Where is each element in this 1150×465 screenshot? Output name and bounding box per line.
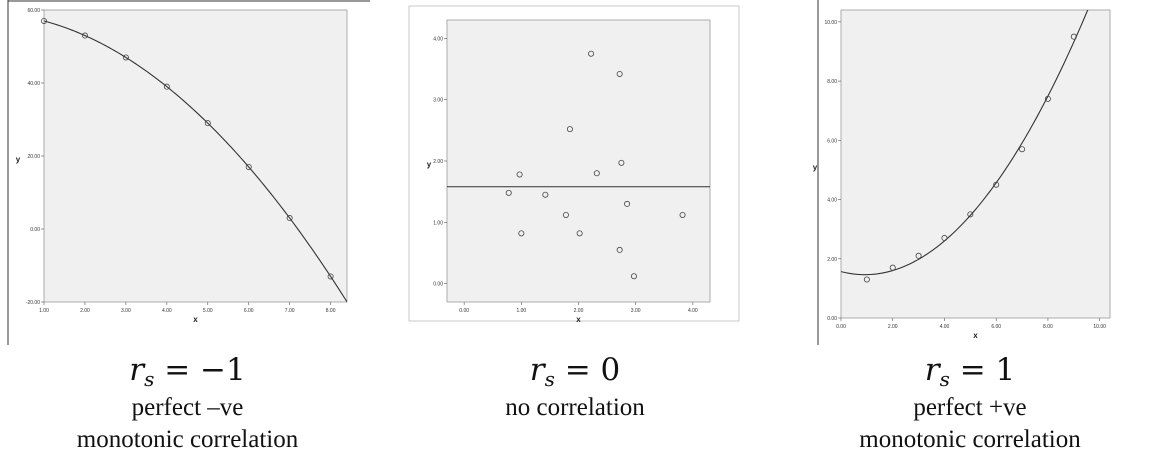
chart-2-point (616, 70, 623, 77)
chart-2-point (516, 171, 523, 178)
chart-3-xtick-label: 4.00 (940, 324, 950, 330)
chart-3-ytick-label: 4.00 (827, 198, 837, 204)
chart-3-rs-value: = 1 (959, 352, 1016, 388)
chart-2-xtick-label: 0.00 (459, 308, 469, 314)
chart-3-point (1070, 33, 1077, 40)
chart-1-xtick-label: 8.00 (326, 308, 336, 314)
chart-1-caption-line1: perfect –ve (131, 394, 244, 421)
chart-2-point (505, 189, 512, 196)
chart-2-point (518, 230, 525, 237)
chart-3-ytick-label: 0.00 (827, 316, 837, 322)
chart-1-point (245, 163, 252, 170)
chart-1-rs-value: = −1 (164, 352, 246, 388)
chart-2-ytick-label: 4.00 (433, 36, 443, 42)
chart-1-fit-line (44, 20, 347, 302)
chart-3-ytick-label: 2.00 (827, 257, 837, 263)
chart-3-caption-line2: monotonic correlation (859, 426, 1081, 453)
chart-2-xtick-label: 3.00 (631, 308, 641, 314)
chart-2-point (562, 211, 569, 218)
chart-1-point (41, 17, 48, 24)
chart-2-rs-value: = 0 (564, 352, 621, 388)
chart-1-xtick-label: 7.00 (285, 308, 295, 314)
chart-3-point (915, 252, 922, 259)
chart-2-caption-line1: no correlation (505, 394, 645, 421)
chart-1-ytick-label: 40.00 (27, 81, 40, 87)
chart-3-xtick-label: 6.00 (991, 324, 1001, 330)
chart-3-xtick-label: 0.00 (836, 324, 846, 330)
chart-3-xtick-label: 8.00 (1043, 324, 1053, 330)
chart-1-xtick-label: 5.00 (203, 308, 213, 314)
chart-3-point (863, 276, 870, 283)
chart-2-point (616, 246, 623, 253)
chart-2-point (630, 273, 637, 280)
chart-3-plot-area (840, 9, 1111, 319)
chart-2-point (576, 230, 583, 237)
chart-3-svg: 0.00 2.00 4.00 6.00 8.00 10.00 0.00 2.00 4.00 6.0… (813, 0, 1111, 345)
chart-1-xtick-label: 1.00 (39, 308, 49, 314)
chart-3-point (1044, 95, 1051, 102)
chart-3-ytick-label: 10.00 (824, 20, 837, 26)
chart-2-ylabel: y (427, 160, 432, 169)
chart-1-point (286, 215, 293, 222)
chart-3-point (941, 235, 948, 242)
chart-2-frame (408, 5, 740, 322)
chart-3-point (1019, 146, 1026, 153)
chart-2-xlabel: x (576, 315, 581, 324)
chart-1-svg: 1.00 2.00 3.00 4.00 5.00 6.00 7.00 8.00 -20.00 0.… (7, 0, 370, 345)
chart-1-point (163, 83, 170, 90)
chart-2-point (593, 170, 600, 177)
chart-3-ytick-label: 6.00 (827, 138, 837, 144)
chart-3-ylabel: y (813, 163, 818, 172)
chart-3-fit-line (841, 10, 1089, 276)
chart-3-xtick-label: 10.00 (1093, 324, 1106, 330)
chart-1-point (204, 120, 211, 127)
chart-2-point (566, 126, 573, 133)
chart-3-rs-label: rs = 1 (924, 352, 1016, 391)
chart-1-ytick-label: 60.00 (27, 8, 40, 14)
chart-3-xtick-label: 2.00 (888, 324, 898, 330)
chart-3-point (967, 211, 974, 218)
chart-1-ytick-label: 0.00 (30, 227, 40, 233)
chart-3-ytick-label: 8.00 (827, 79, 837, 85)
chart-1-xtick-label: 2.00 (80, 308, 90, 314)
chart-1-xlabel: x (193, 315, 198, 324)
chart-1-xtick-label: 3.00 (121, 308, 131, 314)
chart-2-xtick-label: 2.00 (574, 308, 584, 314)
chart-2-ytick-label: 3.00 (433, 98, 443, 104)
chart-1-point (122, 54, 129, 61)
chart-1-point (81, 32, 88, 39)
chart-2-point (624, 200, 631, 207)
chart-1-rs-label: rs = −1 (129, 352, 246, 391)
chart-3-caption-line1: perfect +ve (913, 394, 1027, 421)
chart-2-xtick-label: 4.00 (688, 308, 698, 314)
chart-2-xtick-label: 1.00 (516, 308, 526, 314)
chart-2-ytick-label: 0.00 (433, 282, 443, 288)
chart-2-plot-area (446, 19, 711, 303)
chart-1-ytick-label: 20.00 (27, 154, 40, 160)
chart-1-caption-line2: monotonic correlation (76, 426, 299, 453)
chart-2-point (588, 50, 595, 57)
chart-2-point (679, 211, 686, 218)
chart-1-ytick-label: -20.00 (26, 300, 40, 306)
chart-2-point (542, 191, 549, 198)
chart-3-point (889, 264, 896, 271)
chart-1-xtick-label: 6.00 (244, 308, 254, 314)
chart-3-xlabel: x (973, 331, 978, 340)
chart-2-ytick-label: 2.00 (433, 159, 443, 165)
chart-3-point (993, 181, 1000, 188)
chart-2-ytick-label: 1.00 (433, 220, 443, 226)
chart-1-ylabel: y (16, 155, 21, 164)
chart-1-xtick-label: 4.00 (162, 308, 172, 314)
chart-1-point (327, 273, 334, 280)
chart-2-svg: 0.00 1.00 2.00 3.00 4.00 0.00 1.00 2.00 3.00 4.00… (408, 5, 740, 324)
chart-2-point (618, 159, 625, 166)
chart-1-plot-area (43, 9, 348, 303)
chart-2-rs-label: rs = 0 (529, 352, 621, 391)
